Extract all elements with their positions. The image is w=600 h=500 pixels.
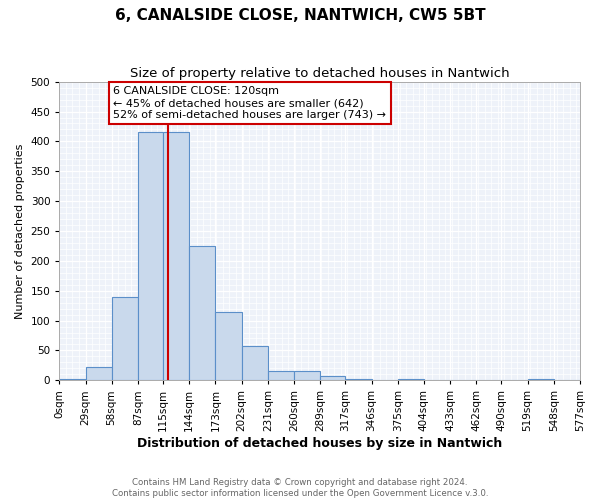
Bar bbox=[59, 379, 86, 380]
Bar bbox=[86, 367, 112, 380]
Bar bbox=[112, 296, 138, 380]
Bar bbox=[527, 379, 554, 380]
Text: 6, CANALSIDE CLOSE, NANTWICH, CW5 5BT: 6, CANALSIDE CLOSE, NANTWICH, CW5 5BT bbox=[115, 8, 485, 22]
Bar bbox=[320, 376, 346, 380]
X-axis label: Distribution of detached houses by size in Nantwich: Distribution of detached houses by size … bbox=[137, 437, 502, 450]
Bar bbox=[268, 372, 294, 380]
Bar bbox=[398, 379, 424, 380]
Bar bbox=[138, 132, 163, 380]
Bar bbox=[242, 346, 268, 380]
Text: 6 CANALSIDE CLOSE: 120sqm
← 45% of detached houses are smaller (642)
52% of semi: 6 CANALSIDE CLOSE: 120sqm ← 45% of detac… bbox=[113, 86, 386, 120]
Text: Contains HM Land Registry data © Crown copyright and database right 2024.
Contai: Contains HM Land Registry data © Crown c… bbox=[112, 478, 488, 498]
Bar bbox=[294, 370, 320, 380]
Bar bbox=[189, 246, 215, 380]
Title: Size of property relative to detached houses in Nantwich: Size of property relative to detached ho… bbox=[130, 68, 509, 80]
Y-axis label: Number of detached properties: Number of detached properties bbox=[15, 144, 25, 318]
Bar bbox=[163, 132, 189, 380]
Bar bbox=[215, 312, 242, 380]
Bar bbox=[346, 379, 371, 380]
